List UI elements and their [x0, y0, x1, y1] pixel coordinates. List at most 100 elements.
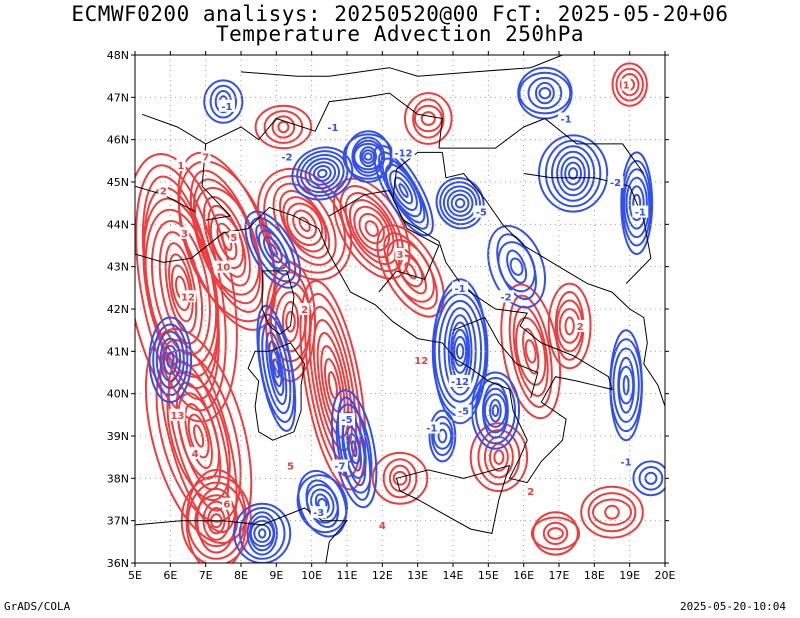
contour-label: 2 — [301, 305, 308, 316]
lon-tick-label: 7E — [199, 569, 213, 582]
contour-label: -5 — [341, 415, 352, 426]
contour-line — [330, 389, 378, 509]
contour-line — [638, 465, 664, 491]
contour-label: -12 — [394, 148, 412, 159]
lat-tick-label: 43N — [107, 261, 129, 274]
contour-line — [621, 159, 652, 247]
contour-line — [560, 156, 586, 191]
cold-advection-cell — [330, 389, 378, 509]
contour-line — [382, 458, 418, 499]
contour-line — [148, 316, 193, 404]
contour-line — [233, 502, 292, 563]
lat-tick-label: 45N — [107, 176, 129, 189]
contour-line — [358, 212, 385, 245]
contour-line — [167, 360, 230, 512]
contour-label: 12 — [414, 356, 428, 367]
contour-label-box — [526, 485, 536, 497]
lat-tick-label: 38N — [107, 472, 129, 485]
contour-line — [491, 404, 500, 418]
contour-line — [376, 224, 445, 318]
lon-tick-label: 17E — [549, 569, 570, 582]
contour-label-box — [176, 159, 186, 172]
contour-line — [296, 474, 348, 534]
warm-advection-cell — [580, 485, 644, 539]
contour-line — [187, 413, 210, 459]
contour-label: -7 — [334, 462, 345, 473]
contour-label-box — [158, 184, 168, 197]
contour-line — [483, 393, 507, 428]
lat-tick-label: 39N — [107, 430, 129, 443]
contour-label-box — [413, 353, 430, 366]
contour-line — [550, 145, 596, 202]
contour-line — [535, 81, 555, 105]
contour-line — [530, 516, 581, 551]
contour-line — [447, 314, 473, 389]
contour-label-box — [299, 303, 310, 315]
contour-line — [268, 340, 285, 397]
lon-tick-label: 5E — [128, 569, 142, 582]
contour-line — [304, 157, 341, 190]
contour-label-box — [448, 375, 472, 387]
contour-line — [592, 498, 632, 526]
chart-subtitle: Temperature Advection 250hPa — [215, 22, 584, 46]
contour-label: 3 — [397, 250, 404, 261]
contour-line — [580, 485, 644, 539]
contour-line — [270, 349, 283, 388]
lon-tick-label: 8E — [234, 569, 248, 582]
lat-tick-label: 41N — [107, 345, 129, 358]
contour-line — [509, 257, 524, 276]
contour-line — [623, 168, 651, 239]
contour-line — [524, 339, 537, 364]
lon-tick-label: 11E — [337, 569, 358, 582]
contour-line — [209, 84, 238, 119]
contour-label: -1 — [621, 457, 632, 468]
contour-label: 5 — [230, 233, 237, 244]
map-axes: 5E 6E 7E 8E 9E 10E 11E 12E 13E 14E 15E 16E 17E 18E 19E… — [107, 49, 676, 582]
contour-line — [291, 146, 354, 201]
contour-line — [155, 330, 185, 389]
contour-label-box — [498, 290, 514, 303]
contour-line — [609, 329, 643, 442]
contour-line — [537, 134, 609, 213]
contour-line — [493, 449, 505, 466]
lon-tick-label: 10E — [301, 569, 322, 582]
lat-tick-label: 37N — [107, 515, 129, 528]
corsica-coastline — [261, 270, 295, 336]
lat-tick-label: 40N — [107, 388, 129, 401]
contour-line — [298, 216, 311, 233]
contour-label: 7 — [202, 153, 209, 164]
contour-label: 5 — [287, 462, 294, 473]
contour-line — [166, 351, 175, 368]
contour-line — [304, 292, 362, 478]
lat-tick-label: 48N — [107, 49, 129, 62]
contour-line — [454, 197, 466, 209]
contour-line — [352, 139, 384, 174]
contour-line — [617, 356, 635, 414]
contour-line — [542, 521, 569, 546]
contour-line — [184, 403, 213, 469]
advection-contour-field — [135, 62, 665, 563]
contour-label-box — [218, 99, 235, 112]
cold-advection-cell — [244, 210, 302, 289]
contour-line — [254, 104, 313, 150]
contour-line — [612, 347, 640, 423]
contour-line — [556, 150, 591, 197]
contour-line — [170, 264, 191, 312]
contour-line — [363, 152, 373, 161]
contour-line — [420, 111, 436, 126]
contour-label: 12 — [181, 292, 195, 303]
contour-line — [364, 220, 379, 237]
contour-line — [265, 331, 288, 406]
contour-line — [442, 185, 478, 222]
contour-label-box — [179, 226, 190, 239]
contour-line — [398, 183, 409, 198]
contour-line — [508, 294, 553, 408]
southern-region-border — [452, 316, 539, 399]
cold-advection-cell — [291, 146, 354, 201]
contour-line — [620, 151, 654, 255]
contour-label-box — [278, 150, 295, 163]
contour-line — [564, 161, 582, 186]
contour-label: 13 — [170, 411, 184, 422]
contour-label-box — [169, 408, 186, 421]
contour-label-box — [575, 319, 585, 332]
